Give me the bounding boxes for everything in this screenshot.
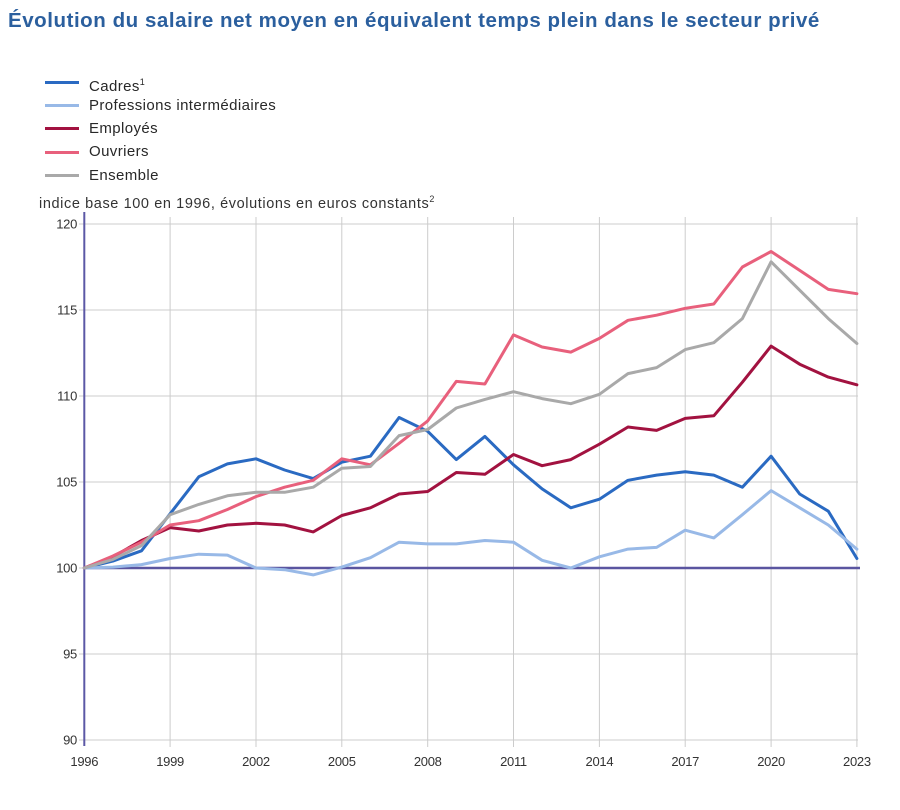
svg-text:2002: 2002 bbox=[242, 754, 270, 769]
svg-text:95: 95 bbox=[63, 647, 77, 662]
svg-text:120: 120 bbox=[56, 217, 77, 232]
svg-text:2023: 2023 bbox=[843, 754, 871, 769]
svg-text:110: 110 bbox=[57, 389, 77, 404]
svg-text:2011: 2011 bbox=[500, 754, 527, 769]
svg-text:100: 100 bbox=[56, 561, 77, 576]
svg-text:2017: 2017 bbox=[671, 754, 699, 769]
svg-text:105: 105 bbox=[56, 475, 77, 490]
svg-text:2008: 2008 bbox=[414, 754, 442, 769]
svg-text:115: 115 bbox=[57, 303, 77, 318]
svg-text:2020: 2020 bbox=[757, 754, 785, 769]
svg-text:1999: 1999 bbox=[156, 754, 184, 769]
svg-text:2005: 2005 bbox=[328, 754, 356, 769]
svg-text:90: 90 bbox=[63, 733, 77, 748]
svg-text:1996: 1996 bbox=[70, 754, 98, 769]
svg-text:2014: 2014 bbox=[586, 754, 614, 769]
